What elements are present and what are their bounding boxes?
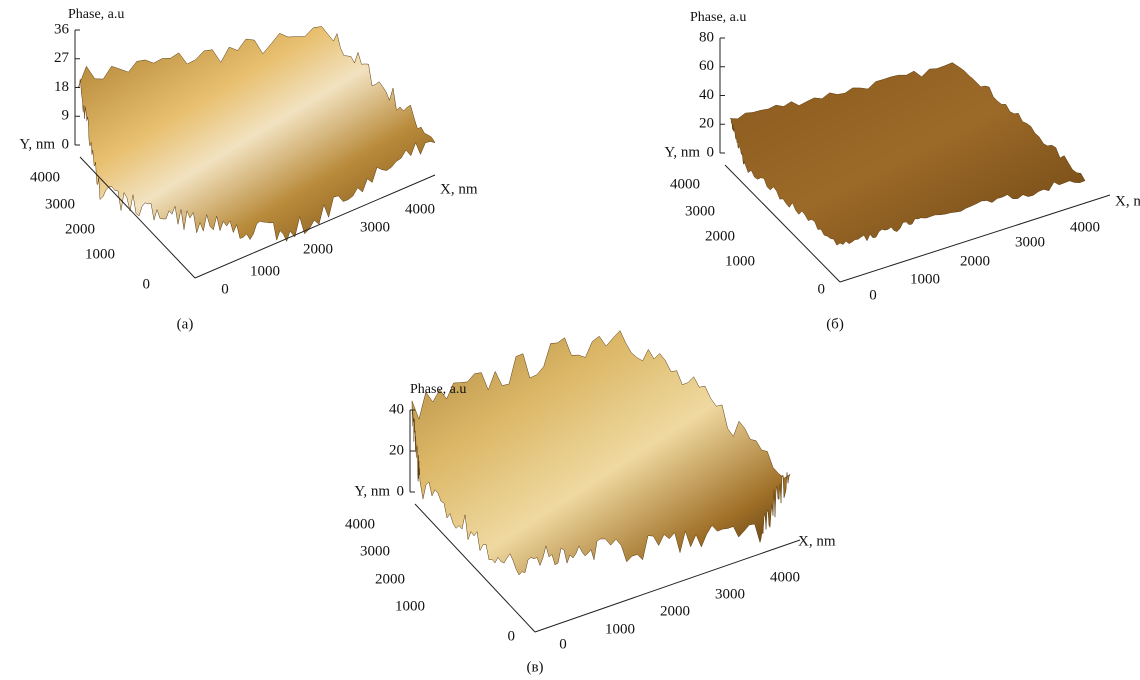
x-axis-label: X, nm	[440, 181, 478, 197]
x-axis-label: X, nm	[798, 533, 836, 549]
z-tick-label: 36	[54, 21, 70, 37]
x-tick-label: 2000	[960, 253, 990, 269]
x-tick-label: 3000	[360, 219, 390, 235]
y-tick-label: 0	[143, 276, 151, 292]
x-tick-label: 4000	[1070, 219, 1100, 235]
z-tick-label: 80	[699, 29, 714, 45]
x-axis	[839, 194, 1111, 283]
z-tick-label: 40	[699, 87, 714, 103]
y-axis-label: Y, nm	[19, 136, 55, 152]
z-tick-label: 20	[389, 442, 404, 458]
z-tick-label: 40	[389, 401, 404, 417]
z-tick-label: 0	[397, 483, 405, 499]
caption: (б)	[826, 316, 844, 332]
z-axis-label: Phase, a.u	[690, 10, 746, 25]
y-tick-label: 3000	[685, 203, 715, 219]
x-tick-label: 4000	[405, 201, 435, 217]
x-axis	[194, 174, 436, 279]
y-tick-label: 0	[508, 628, 516, 644]
y-axis	[724, 164, 841, 283]
y-tick-label: 2000	[705, 228, 735, 244]
z-axis-label: Phase, a.u	[410, 382, 466, 397]
y-axis	[79, 156, 196, 279]
z-tick-label: 20	[699, 116, 714, 132]
x-tick-label: 1000	[910, 271, 940, 287]
z-tick-label: 0	[707, 144, 715, 160]
x-axis	[534, 539, 801, 633]
y-tick-label: 3000	[45, 196, 75, 212]
x-tick-label: 2000	[303, 241, 333, 257]
x-tick-label: 1000	[250, 263, 280, 279]
z-tick-label: 9	[62, 108, 70, 124]
y-axis-label: Y, nm	[354, 483, 390, 499]
x-tick-label: 3000	[715, 586, 745, 602]
z-axis-label: Phase, a.u	[68, 7, 124, 22]
surface	[729, 62, 1086, 246]
surface	[77, 26, 436, 243]
y-axis-label: Y, nm	[664, 144, 700, 160]
x-tick-label: 2000	[660, 603, 690, 619]
y-tick-label: 2000	[375, 571, 405, 587]
y-tick-label: 1000	[395, 598, 425, 614]
z-tick-label: 0	[62, 136, 70, 152]
z-tick-label: 60	[699, 58, 714, 74]
x-tick-label: 1000	[605, 621, 635, 637]
z-tick-label: 18	[54, 79, 69, 95]
y-tick-label: 1000	[725, 253, 755, 269]
y-tick-label: 4000	[30, 169, 60, 185]
z-tick-label: 27	[54, 50, 70, 66]
y-tick-label: 4000	[670, 176, 700, 192]
y-tick-label: 4000	[345, 516, 375, 532]
y-tick-label: 3000	[360, 543, 390, 559]
y-tick-label: 0	[818, 281, 826, 297]
x-tick-label: 4000	[770, 569, 800, 585]
y-tick-label: 1000	[85, 246, 115, 262]
x-axis-label: X, nm	[1115, 193, 1140, 209]
y-tick-label: 2000	[65, 221, 95, 237]
caption: (a)	[177, 316, 194, 332]
x-tick-label: 3000	[1015, 234, 1045, 250]
x-tick-label: 0	[869, 287, 877, 303]
x-tick-label: 0	[221, 281, 229, 297]
y-axis	[414, 503, 536, 633]
x-tick-label: 0	[559, 636, 567, 652]
caption: (в)	[526, 659, 543, 675]
surface	[411, 330, 791, 576]
